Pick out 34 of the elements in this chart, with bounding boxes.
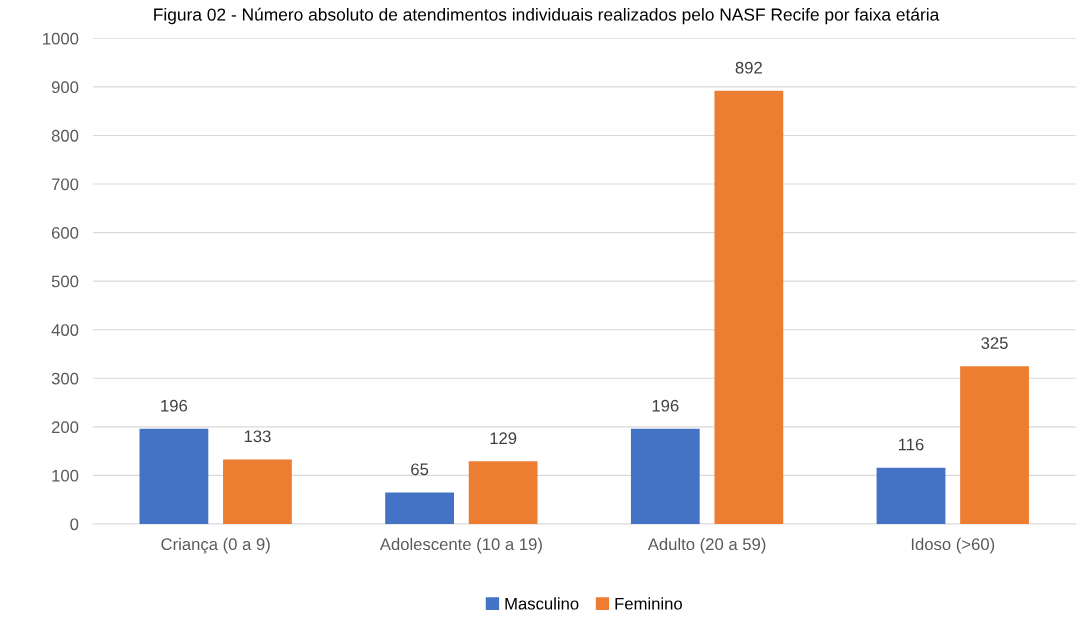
bar (960, 366, 1029, 524)
y-tick-label: 600 (51, 227, 79, 239)
data-label: 196 (652, 399, 679, 412)
data-label: 65 (411, 463, 429, 476)
data-label: 196 (161, 399, 188, 412)
y-tick-label: 700 (51, 178, 79, 191)
bar (468, 461, 538, 524)
data-label: 129 (490, 432, 517, 445)
y-tick-label: 400 (51, 324, 79, 336)
bar (223, 459, 292, 524)
x-tick-label: Criança (0 a 9) (161, 537, 270, 554)
y-tick-label: 200 (51, 421, 79, 434)
x-tick-label: Idoso (>60) (911, 537, 995, 554)
bar (385, 492, 454, 524)
data-label: 116 (898, 438, 924, 451)
x-tick-label: Adolescente (10 a 19) (379, 537, 542, 554)
bar (630, 428, 700, 524)
y-tick-label: 100 (52, 469, 79, 482)
data-label: 892 (735, 61, 762, 74)
y-tick-label: 900 (51, 81, 79, 94)
bar (139, 428, 209, 524)
y-tick-label: 500 (51, 275, 79, 288)
y-tick-label: 1000 (43, 32, 79, 45)
data-label: 133 (244, 430, 271, 443)
y-tick-label: 800 (51, 129, 79, 142)
x-tick-label: Adulto (20 a 59) (647, 537, 766, 554)
data-label: 325 (981, 337, 1008, 349)
chart-title: Figura 02 - Número absoluto de atendimentos individuais realizados pelo NASF Recife por faixa etária (154, 7, 940, 25)
legend-label: Masculino (505, 597, 579, 610)
bar (876, 467, 946, 524)
y-tick-label: 300 (51, 372, 79, 385)
legend-label: Feminino (615, 597, 682, 610)
y-tick-label: 0 (70, 518, 79, 531)
bar (714, 90, 784, 524)
